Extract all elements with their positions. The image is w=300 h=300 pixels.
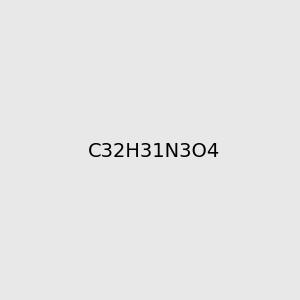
Text: C32H31N3O4: C32H31N3O4 bbox=[88, 142, 220, 161]
